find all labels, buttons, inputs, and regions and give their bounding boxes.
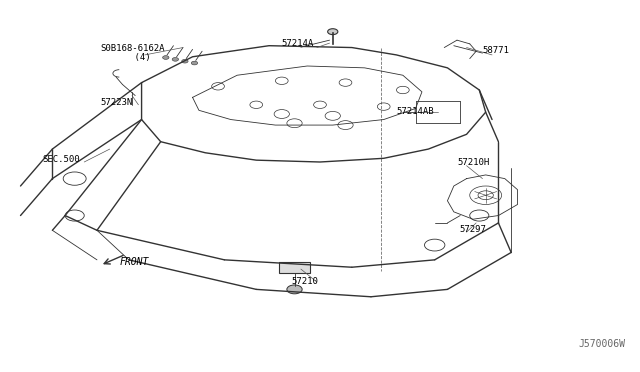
Text: 57210: 57210 [291,277,318,286]
FancyBboxPatch shape [278,262,310,273]
Circle shape [182,60,188,63]
Text: 57297: 57297 [459,225,486,234]
Text: S0B168-6162A: S0B168-6162A [100,44,164,53]
Text: 57223N: 57223N [100,98,132,107]
Circle shape [191,61,198,65]
Circle shape [287,285,302,294]
Text: 57214AB: 57214AB [396,107,434,116]
Text: 58771: 58771 [483,46,509,55]
Circle shape [163,56,169,60]
Text: FRONT: FRONT [119,257,148,267]
Text: 57214A: 57214A [282,39,314,48]
Text: 57210H: 57210H [457,158,489,167]
Circle shape [328,29,338,35]
Text: SEC.500: SEC.500 [43,155,81,164]
Text: (4): (4) [113,54,150,62]
Text: J570006W: J570006W [578,339,625,349]
Circle shape [172,58,179,61]
